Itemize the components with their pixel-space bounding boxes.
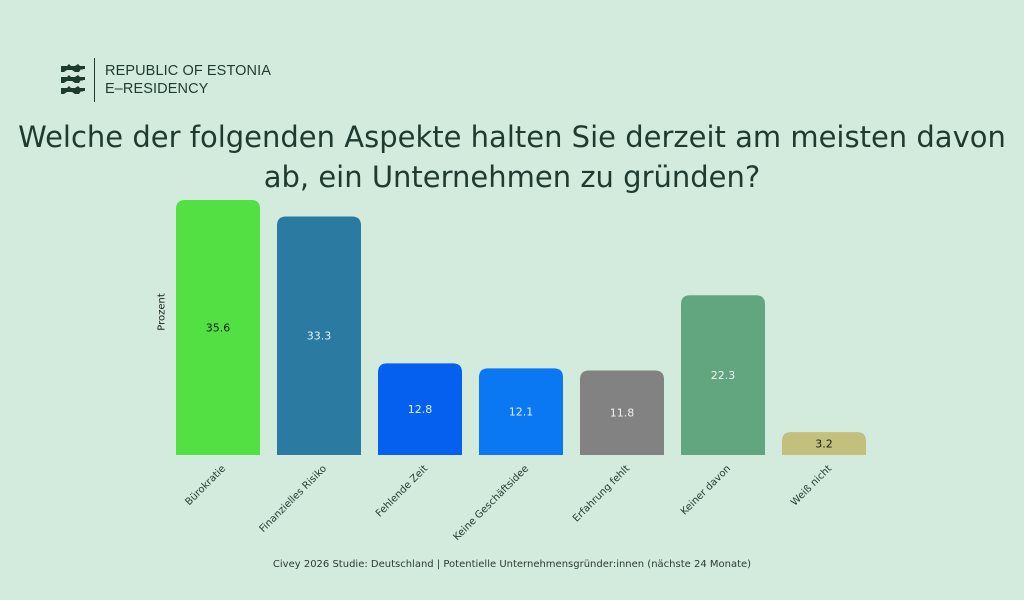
- data-label-1: 33.3: [307, 330, 332, 343]
- bar-0: [176, 200, 260, 455]
- x-tick-label-1: Finanzielles Risiko: [258, 463, 330, 535]
- x-tick-label-0: Bürokratie: [184, 463, 229, 508]
- logo-divider: [94, 58, 95, 102]
- data-label-4: 11.8: [610, 407, 635, 420]
- bar-3: [479, 368, 563, 455]
- source-footnote: Civey 2026 Studie: Deutschland | Potenti…: [272, 559, 752, 570]
- data-label-0: 35.6: [206, 322, 231, 335]
- data-label-5: 22.3: [711, 369, 736, 382]
- brand-text: REPUBLIC OF ESTONIA E–RESIDENCY: [105, 62, 271, 98]
- brand-line-2: E–RESIDENCY: [105, 81, 209, 97]
- x-tick-label-5: Keiner davon: [679, 463, 733, 517]
- x-tick-label-4: Erfahrung fehlt: [571, 463, 632, 524]
- bar-5: [681, 295, 765, 455]
- x-tick-label-3: Keine Geschäftsidee: [451, 463, 531, 543]
- x-tick-label-6: Weiß nicht: [789, 463, 834, 508]
- x-tick-label-2: Fehlende Zeit: [374, 463, 430, 519]
- data-label-3: 12.1: [509, 406, 534, 419]
- brand-line-1: REPUBLIC OF ESTONIA: [105, 63, 272, 79]
- chart-title: Welche der folgenden Aspekte halten Sie …: [0, 117, 1024, 197]
- brand-logo: REPUBLIC OF ESTONIA E–RESIDENCY: [60, 58, 271, 102]
- chart-title-text: Welche der folgenden Aspekte halten Sie …: [18, 120, 1006, 194]
- bar-2: [378, 363, 462, 455]
- three-lions-crest-icon: [61, 64, 85, 94]
- bar-4: [580, 370, 664, 455]
- bar-6: [782, 432, 866, 455]
- data-label-6: 3.2: [815, 438, 833, 451]
- data-label-2: 12.8: [408, 403, 433, 416]
- bar-1: [277, 216, 361, 455]
